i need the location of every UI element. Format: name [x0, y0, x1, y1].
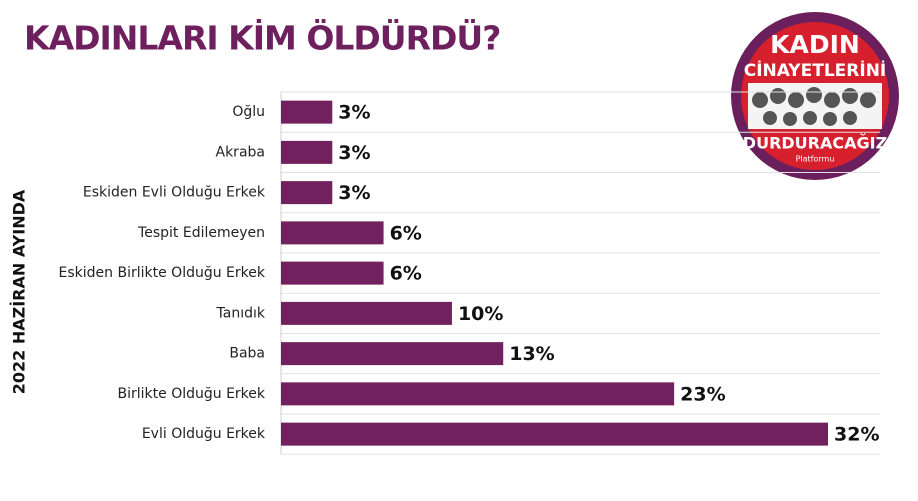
- logo: KADIN CİNAYETLERİNİ DURDURACAĞIZ Platfor…: [731, 12, 899, 180]
- value-label: 23%: [680, 383, 725, 405]
- bar: [281, 422, 828, 446]
- value-label: 10%: [458, 303, 503, 325]
- chart-title: KADINLARI KİM ÖLDÜRDÜ?: [24, 18, 500, 58]
- logo-text: Platformu: [796, 155, 835, 164]
- logo-text: CİNAYETLERİNİ: [744, 59, 887, 81]
- y-tick-label: Birlikte Olduğu Erkek: [118, 386, 266, 402]
- y-axis-label: 2022 HAZİRAN AYINDA: [10, 189, 29, 394]
- y-tick-label: Eskiden Evli Olduğu Erkek: [83, 185, 266, 201]
- logo-text: KADIN: [770, 30, 860, 59]
- bar: [281, 301, 452, 325]
- bar: [281, 181, 333, 205]
- value-label: 3%: [338, 142, 370, 164]
- value-label: 3%: [338, 182, 370, 204]
- y-tick-label: Tanıdık: [216, 305, 266, 321]
- bar: [281, 342, 504, 366]
- y-tick-label: Baba: [229, 346, 265, 362]
- value-label: 13%: [509, 343, 554, 365]
- value-label: 32%: [834, 424, 879, 446]
- y-tick-label: Akraba: [216, 144, 266, 160]
- logo-text: DURDURACAĞIZ: [743, 134, 887, 153]
- y-tick-label: Tespit Edilemeyen: [137, 225, 265, 241]
- bar: [281, 221, 384, 245]
- value-label: 3%: [338, 102, 370, 124]
- y-tick-label: Evli Olduğu Erkek: [142, 426, 266, 442]
- logo-faces: [752, 87, 876, 126]
- y-tick-label: Eskiden Birlikte Olduğu Erkek: [59, 265, 266, 281]
- bar: [281, 100, 333, 124]
- y-tick-label: Oğlu: [232, 104, 265, 120]
- value-label: 6%: [390, 222, 422, 244]
- bar: [281, 261, 384, 285]
- bar: [281, 140, 333, 164]
- value-label: 6%: [390, 263, 422, 285]
- bar: [281, 382, 675, 406]
